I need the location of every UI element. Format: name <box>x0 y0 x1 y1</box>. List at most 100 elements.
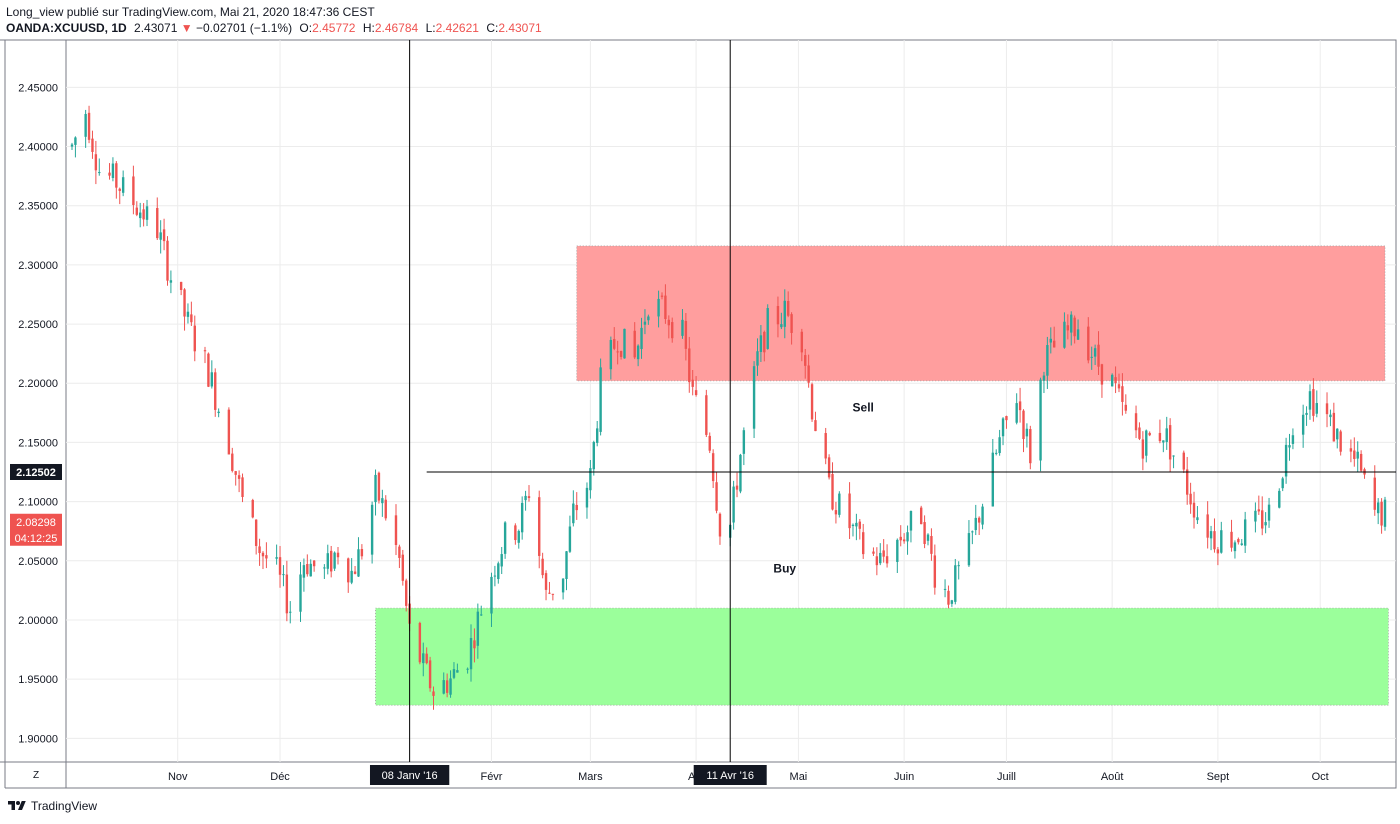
candle-body <box>851 524 855 527</box>
candle-body <box>831 474 834 510</box>
candle-body <box>118 188 121 191</box>
candle-body <box>162 229 166 242</box>
candle-body <box>800 331 804 353</box>
candle-body <box>1121 386 1124 402</box>
candle-body <box>227 409 231 455</box>
candle-body <box>309 563 312 577</box>
candle-body <box>930 536 933 554</box>
candle-body <box>94 154 98 171</box>
last-price: 2.43071 <box>134 21 178 35</box>
timezone-label: Z <box>33 770 39 781</box>
close-label: C: <box>486 21 499 35</box>
candle-body <box>384 499 387 519</box>
candle-body <box>121 177 125 193</box>
candle-body <box>585 487 589 508</box>
y-tick-label: 2.00000 <box>18 615 58 627</box>
candle-body <box>108 172 111 176</box>
candle-body <box>326 553 329 569</box>
candle-body <box>538 497 541 556</box>
candle-body <box>919 507 923 525</box>
candle-body <box>1243 519 1247 546</box>
candle-body <box>285 574 289 614</box>
candle-body <box>575 504 578 511</box>
candle-body <box>838 493 841 515</box>
candle-body <box>1339 431 1342 452</box>
y-tick-label: 2.10000 <box>18 497 58 509</box>
candle-body <box>592 442 595 470</box>
candle-body <box>565 551 568 579</box>
candle-body <box>445 680 449 693</box>
candle-body <box>974 517 977 531</box>
candle-body <box>135 207 138 215</box>
candle-body <box>977 517 981 523</box>
candle-body <box>1230 531 1233 548</box>
x-tick-label: Déc <box>270 771 290 783</box>
candle-body <box>1332 412 1336 442</box>
candle-body <box>493 575 497 577</box>
y-tick-label: 2.35000 <box>18 201 58 213</box>
candle-body <box>329 550 333 572</box>
candle-body <box>1158 432 1162 442</box>
candle-body <box>786 300 790 316</box>
candle-body <box>694 390 698 396</box>
zone-sell <box>576 245 1386 382</box>
candle-body <box>302 565 306 578</box>
candle-body <box>681 319 684 336</box>
candle-body <box>333 552 336 569</box>
candle-body <box>739 454 742 492</box>
candle-body <box>657 298 660 317</box>
candle-body <box>1301 414 1305 435</box>
candle-body <box>401 554 405 581</box>
candle-body <box>1196 517 1199 521</box>
candle-body <box>780 324 783 328</box>
current-level-label: 2.12502 <box>16 467 56 479</box>
candle-body <box>312 560 316 567</box>
zones: Sell Buy <box>375 245 1389 706</box>
candle-body <box>1046 345 1049 376</box>
candle-body <box>933 555 937 588</box>
candle-body <box>74 137 77 145</box>
candle-body <box>1148 432 1151 436</box>
candle-body <box>394 515 398 545</box>
candle-body <box>763 331 766 353</box>
candle-body <box>991 452 995 507</box>
candle-body <box>1192 502 1196 518</box>
candle-body <box>381 498 384 504</box>
candle-body <box>142 209 145 220</box>
grid <box>0 39 1397 789</box>
candle-body <box>619 350 623 357</box>
candle-body <box>432 691 435 696</box>
candle-body <box>1141 439 1145 459</box>
last-price-label: 2.08298 <box>16 517 56 529</box>
candle-body <box>353 571 357 574</box>
candle-body <box>503 522 507 554</box>
candle-body <box>490 576 493 614</box>
vertical-marker-label: 08 Janv '16 <box>382 770 438 782</box>
candle-body <box>323 567 326 569</box>
candle-body <box>1087 326 1090 361</box>
candle-body <box>425 653 428 664</box>
candle-body <box>1206 514 1209 538</box>
candle-body <box>186 311 190 317</box>
vertical-marker-label: 11 Avr '16 <box>706 770 754 782</box>
candle-body <box>998 437 1001 454</box>
close-value: 2.43071 <box>498 21 542 35</box>
candle-body <box>862 532 865 555</box>
candle-body <box>643 321 647 325</box>
symbol-label[interactable]: OANDA:XCUUSD, 1D <box>6 21 127 35</box>
candle-body <box>807 365 810 383</box>
candle-body <box>834 510 838 515</box>
candle-body <box>1315 403 1318 414</box>
x-tick-label: Juin <box>894 771 914 783</box>
candle-body <box>855 522 858 527</box>
candle-body <box>517 530 520 543</box>
candle-body <box>190 314 193 323</box>
candle-body <box>91 138 94 152</box>
candle-body <box>589 468 592 491</box>
candle-body <box>1261 510 1264 529</box>
x-tick-label: Juill <box>997 771 1016 783</box>
zone-buy <box>375 607 1389 706</box>
candle-body <box>971 531 974 533</box>
candle-body <box>231 453 234 471</box>
